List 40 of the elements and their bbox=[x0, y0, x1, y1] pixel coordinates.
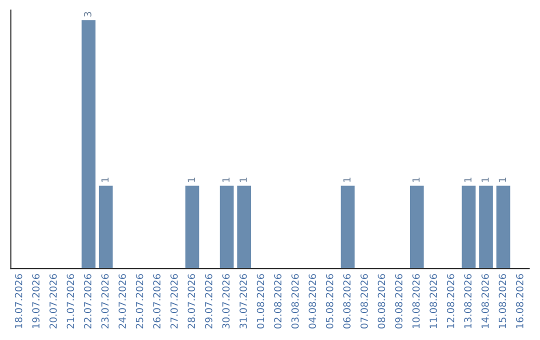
x-tick-label: 01.08.2026 bbox=[256, 274, 264, 328]
x-tick-label: 02.08.2026 bbox=[274, 274, 282, 328]
x-tick-label: 04.08.2026 bbox=[308, 274, 316, 328]
x-tick-label: 24.07.2026 bbox=[118, 274, 126, 328]
x-tick-label: 08.08.2026 bbox=[378, 274, 386, 328]
x-tick-label: 12.08.2026 bbox=[446, 274, 454, 328]
data-label: 1 bbox=[482, 178, 489, 182]
data-label: 1 bbox=[464, 178, 472, 182]
x-tick-label: 21.07.2026 bbox=[66, 274, 74, 328]
x-tick-label: 26.07.2026 bbox=[153, 274, 160, 328]
x-tick-label: 05.08.2026 bbox=[326, 274, 334, 328]
x-tick-label: 15.08.2026 bbox=[498, 274, 506, 328]
x-tick-label: 18.07.2026 bbox=[14, 274, 22, 328]
x-tick-label: 28.07.2026 bbox=[188, 274, 196, 328]
x-tick-label: 25.07.2026 bbox=[136, 274, 144, 328]
x-tick-label: 20.07.2026 bbox=[49, 274, 57, 328]
x-tick-label: 29.07.2026 bbox=[204, 274, 212, 328]
data-label: 1 bbox=[412, 178, 420, 182]
x-tick-label: 19.07.2026 bbox=[32, 274, 40, 328]
x-tick-label: 27.07.2026 bbox=[170, 274, 178, 328]
data-label: 1 bbox=[222, 178, 230, 182]
data-label: 1 bbox=[240, 178, 247, 182]
x-tick-label: 22.07.2026 bbox=[84, 274, 92, 328]
data-label: 1 bbox=[343, 178, 350, 182]
x-tick-label: 14.08.2026 bbox=[481, 274, 489, 328]
x-tick-label: 30.07.2026 bbox=[222, 274, 230, 328]
data-label: 1 bbox=[188, 178, 195, 182]
x-tick-label: 10.08.2026 bbox=[412, 274, 420, 328]
x-tick-label: 03.08.2026 bbox=[291, 274, 299, 328]
x-tick-label: 31.07.2026 bbox=[240, 274, 247, 328]
x-tick-label: 09.08.2026 bbox=[395, 274, 402, 328]
data-label: 1 bbox=[101, 178, 109, 182]
x-tick-label: 23.07.2026 bbox=[101, 274, 109, 328]
data-label: 1 bbox=[498, 178, 506, 182]
x-tick-label: 06.08.2026 bbox=[343, 274, 351, 328]
x-tick-label: 07.08.2026 bbox=[360, 274, 368, 328]
x-tick-label: 13.08.2026 bbox=[464, 274, 472, 328]
data-label: 3 bbox=[84, 12, 92, 17]
x-tick-label: 16.08.2026 bbox=[516, 274, 524, 328]
x-tick-label: 11.08.2026 bbox=[430, 274, 437, 328]
